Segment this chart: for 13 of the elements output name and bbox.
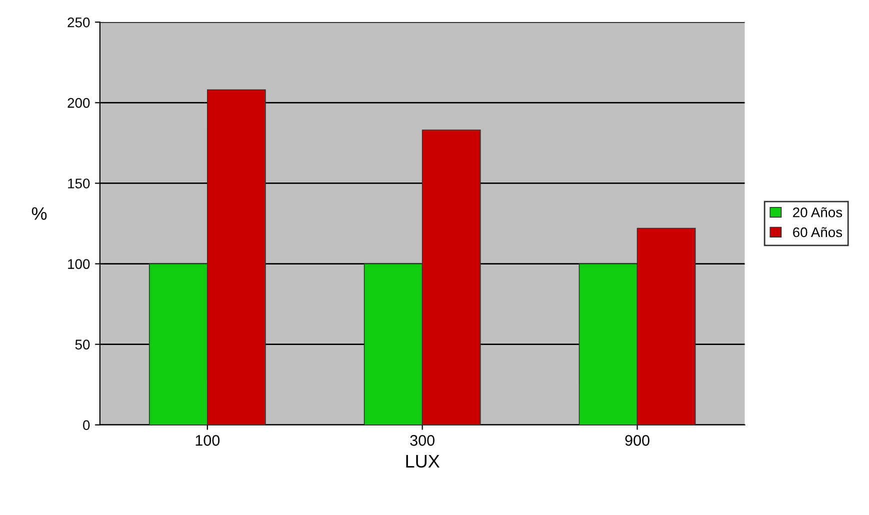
x-tick-label: 300 xyxy=(410,435,434,446)
y-tick-label: 250 xyxy=(68,17,90,28)
y-tick-label: 150 xyxy=(68,178,90,188)
legend-label: 60 Años xyxy=(793,227,842,238)
legend-label: 20 Años xyxy=(793,207,842,218)
y-axis-title: % xyxy=(32,207,47,220)
x-axis-title: LUX xyxy=(406,455,440,468)
x-tick-label: 900 xyxy=(625,435,650,446)
y-tick-label: 200 xyxy=(68,98,90,108)
y-tick-label: 100 xyxy=(68,259,90,269)
y-tick-label: 0 xyxy=(83,420,90,430)
y-tick-label: 50 xyxy=(75,340,90,350)
x-tick-label: 100 xyxy=(196,435,220,446)
